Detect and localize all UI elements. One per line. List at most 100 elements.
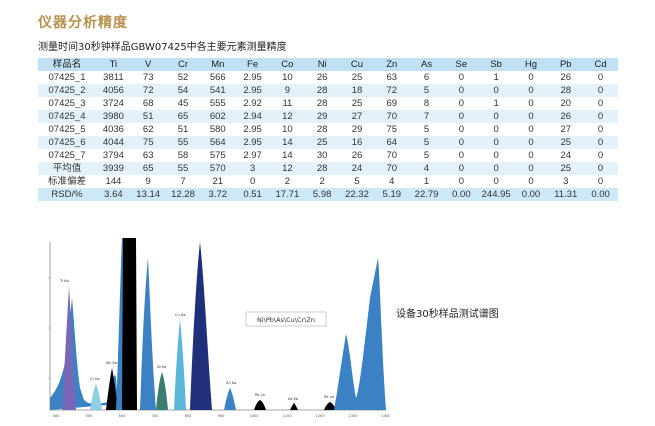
table-cell: 0 xyxy=(478,84,514,97)
table-cell: 25 xyxy=(304,136,340,149)
table-cell: 63 xyxy=(130,149,166,162)
table-cell: 65 xyxy=(165,110,201,123)
label-as-kb: As Kb xyxy=(288,397,299,401)
table-cell: 26 xyxy=(548,71,584,84)
table-cell: 64 xyxy=(374,136,410,149)
table-cell: 18 xyxy=(339,84,375,97)
row-label: 07425_4 xyxy=(38,110,96,123)
table-cell: 26 xyxy=(548,110,584,123)
table-cell: 2.95 xyxy=(235,136,270,149)
label-pb-la: Pb La xyxy=(255,393,265,397)
table-cell: 4036 xyxy=(96,123,131,136)
peak-compton xyxy=(334,258,386,410)
table-cell: 22.79 xyxy=(409,188,444,201)
row-label: RSD/% xyxy=(38,188,96,201)
column-header: As xyxy=(409,58,444,71)
row-label: 标准偏差 xyxy=(38,175,96,188)
x-tick-labels: 400 500 600 700 800 900 1000 1100 1200 1300 1400 xyxy=(53,414,390,418)
table-cell: 0 xyxy=(583,175,618,188)
label-cu-ka: Cu Ka xyxy=(175,313,185,317)
row-label: 07425_3 xyxy=(38,97,96,110)
peak-mn-ka xyxy=(106,368,118,410)
table-row: 平均值 3939 65 55 570 3 12 28 24 70 4 0 0 0 25 0 xyxy=(38,162,618,175)
column-header: Pb xyxy=(548,58,584,71)
table-cell: 0 xyxy=(513,175,549,188)
table-cell: 0 xyxy=(513,149,549,162)
table-cell: 0 xyxy=(443,84,479,97)
table-caption: 测量时间30秒钟样品GBW07425中各主要元素测量精度 xyxy=(38,42,287,53)
table-cell: 75 xyxy=(130,136,166,149)
table-cell: 2.94 xyxy=(235,110,270,123)
table-row: 07425_1 3811 73 52 566 2.95 10 26 25 63 6 0 1 0 26 0 xyxy=(38,71,618,84)
table-cell: 0 xyxy=(478,123,514,136)
table-cell: 0 xyxy=(513,84,549,97)
column-header: Fe xyxy=(235,58,270,71)
table-cell: 51 xyxy=(165,123,201,136)
column-header: Ti xyxy=(96,58,131,71)
table-cell: 0 xyxy=(513,71,549,84)
table-cell: 0 xyxy=(583,97,618,110)
table-cell: 0 xyxy=(478,136,514,149)
table-cell: 2 xyxy=(304,175,340,188)
table-cell: 70 xyxy=(374,162,410,175)
table-cell: 3.64 xyxy=(96,188,131,201)
table-cell: 24 xyxy=(548,149,584,162)
table-cell: 13.14 xyxy=(130,188,166,201)
table-cell: 75 xyxy=(374,123,410,136)
table-cell: 0 xyxy=(583,71,618,84)
table-cell: 11.31 xyxy=(548,188,584,201)
table-cell: 3724 xyxy=(96,97,131,110)
table-header-row: 样品名 Ti V Cr Mn Fe Co Ni Cu Zn As Se Sb Hg Pb Cd xyxy=(38,58,618,71)
column-header: 样品名 xyxy=(38,58,96,71)
table-cell: 70 xyxy=(374,149,410,162)
table-cell: 0 xyxy=(478,175,514,188)
table-cell: 566 xyxy=(200,71,236,84)
peak-cu-ka xyxy=(174,320,186,410)
table-cell: 2.97 xyxy=(235,149,270,162)
table-cell: 24 xyxy=(339,162,375,175)
table-cell: 0 xyxy=(478,110,514,123)
table-cell: 564 xyxy=(200,136,236,149)
table-cell: 51 xyxy=(130,110,166,123)
table-cell: 3 xyxy=(235,162,270,175)
table-cell: 0 xyxy=(583,136,618,149)
table-cell: 602 xyxy=(200,110,236,123)
table-cell: 144 xyxy=(96,175,131,188)
peak-as-kb xyxy=(290,403,298,410)
table-cell: 3 xyxy=(548,175,584,188)
table-cell: 541 xyxy=(200,84,236,97)
table-cell: 0.51 xyxy=(235,188,270,201)
table-body: 07425_1 3811 73 52 566 2.95 10 26 25 63 6 0 1 0 26 0 074… xyxy=(38,71,618,201)
table-cell: 555 xyxy=(200,97,236,110)
table-cell: 1 xyxy=(478,97,514,110)
table-cell: 72 xyxy=(130,84,166,97)
table-cell: 0 xyxy=(443,71,479,84)
table-cell: 0 xyxy=(443,123,479,136)
table-cell: 0 xyxy=(443,162,479,175)
table-cell: 3.72 xyxy=(200,188,236,201)
table-row: 标准偏差 144 9 7 21 0 2 2 5 4 1 0 0 0 3 0 xyxy=(38,175,618,188)
table-cell: 5 xyxy=(409,84,444,97)
table-cell: 2 xyxy=(269,175,305,188)
table-row: RSD/% 3.64 13.14 12.28 3.72 0.51 17.71 5.98 22.3… xyxy=(38,188,618,201)
x-tick-label: 1400 xyxy=(381,414,390,418)
x-tick-label: 700 xyxy=(152,414,160,418)
label-zn-ka: Zn Ka xyxy=(226,381,236,385)
table-cell: 5.19 xyxy=(374,188,410,201)
table-row: 07425_7 3794 63 58 575 2.97 14 30 26 70 5 0 0 0 24 0 xyxy=(38,149,618,162)
table-cell: 72 xyxy=(374,84,410,97)
label-mn-ka: Mn Ka xyxy=(106,361,117,365)
column-header: Sb xyxy=(478,58,514,71)
table-cell: 3980 xyxy=(96,110,131,123)
table-cell: 0 xyxy=(443,149,479,162)
table-row: 07425_5 4036 62 51 580 2.95 10 28 29 75 5 0 0 0 27 0 xyxy=(38,123,618,136)
table-cell: 28 xyxy=(548,84,584,97)
table-cell: 27 xyxy=(548,123,584,136)
row-label: 平均值 xyxy=(38,162,96,175)
table-cell: 244.95 xyxy=(478,188,514,201)
table-cell: 12.28 xyxy=(165,188,201,201)
table-cell: 30 xyxy=(304,149,340,162)
table-cell: 2.95 xyxy=(235,71,270,84)
table-cell: 0 xyxy=(513,110,549,123)
column-header: Zn xyxy=(374,58,410,71)
